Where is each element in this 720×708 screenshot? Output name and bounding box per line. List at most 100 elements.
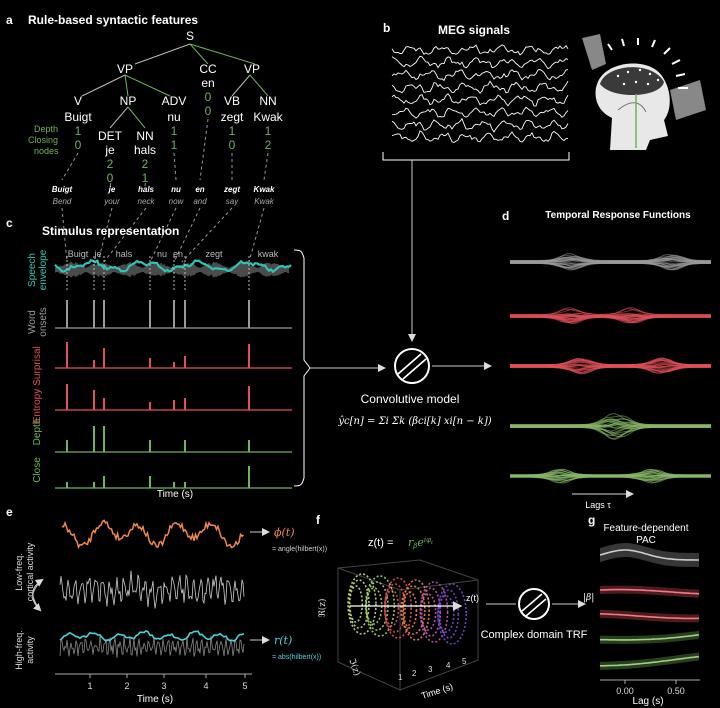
stimulus-word-label: zegt bbox=[205, 249, 223, 259]
leaf-link bbox=[109, 179, 113, 187]
pac-line bbox=[600, 634, 700, 641]
r-formula: = abs(hilbert(x)) bbox=[272, 654, 321, 661]
e-tick-label: 2 bbox=[124, 681, 129, 691]
g-tick-label: 0.00 bbox=[616, 686, 634, 696]
gloss-english: say bbox=[226, 197, 239, 206]
pac-line bbox=[599, 613, 700, 620]
meg-trace bbox=[391, 69, 569, 82]
word-glosses: Buigt Bend je your hals neck nu now en and zegt say… bbox=[52, 185, 275, 206]
stimulus-bracket bbox=[293, 249, 311, 487]
gloss-english: now bbox=[169, 197, 185, 206]
leaf-depth-value: 1 bbox=[75, 124, 82, 138]
spiral-ring bbox=[438, 589, 460, 639]
gloss-dutch: Buigt bbox=[52, 185, 73, 194]
spiral-ring bbox=[437, 595, 455, 633]
syntax-tree bbox=[81, 43, 269, 129]
gloss-link bbox=[181, 207, 233, 263]
tree-adv-word: nu bbox=[167, 110, 180, 124]
spiral-ring bbox=[419, 581, 449, 643]
high-freq-label-2: activity bbox=[25, 636, 35, 664]
leaf-close-value: 2 bbox=[265, 138, 272, 152]
tree-cc-word: en bbox=[201, 76, 214, 90]
spiral-ring bbox=[348, 579, 370, 629]
spiral-ring bbox=[402, 579, 430, 641]
tree-det-word: je bbox=[104, 143, 115, 157]
panel-g-xticks: 0.00 0.50 bbox=[616, 680, 685, 696]
f-formula-prefix: z(t) = bbox=[368, 537, 393, 549]
meg-scanner-icon bbox=[582, 34, 706, 150]
im-axis-label: ℑ(z) bbox=[346, 657, 363, 678]
panel-c-title: Stimulus representation bbox=[42, 224, 179, 238]
panel-g-title-2: PAC bbox=[636, 535, 656, 546]
trf-trace bbox=[510, 475, 711, 479]
leaf-depth-value: 0 bbox=[205, 90, 212, 104]
row-label-line2: onsets bbox=[38, 307, 49, 336]
meg-trace bbox=[391, 55, 569, 70]
raw-signal-trace bbox=[59, 570, 245, 609]
high-freq-trace bbox=[59, 635, 245, 658]
trf-trace bbox=[510, 308, 711, 316]
gloss-dutch: en bbox=[195, 185, 204, 194]
meg-trace bbox=[391, 93, 569, 107]
spiral-ring bbox=[348, 585, 364, 623]
convolution-label: Convolutive model bbox=[361, 392, 460, 406]
panel-d-letter: d bbox=[502, 209, 509, 223]
pac-line bbox=[599, 549, 699, 561]
panel-d-title: Temporal Response Functions bbox=[545, 210, 691, 221]
panel-g-letter: g bbox=[588, 513, 595, 527]
tree-nn-np-word: hals bbox=[134, 143, 156, 157]
trf-trace bbox=[510, 312, 711, 317]
trf-trace bbox=[510, 316, 711, 324]
leaf-link bbox=[61, 152, 79, 181]
gloss-english: and bbox=[193, 197, 207, 206]
meg-trace bbox=[391, 106, 569, 119]
row-label-line1: Surprisal bbox=[32, 346, 43, 385]
f-formula-body: rβeiφt bbox=[408, 536, 434, 550]
low-freq-trace bbox=[61, 519, 245, 550]
re-axis-label: ℜ(z) bbox=[317, 598, 328, 617]
spiral-ring bbox=[384, 589, 400, 627]
f-tick-label: 1 bbox=[398, 673, 403, 682]
g-tick-label: 0.50 bbox=[667, 686, 685, 696]
pac-curves bbox=[599, 543, 700, 670]
tree-vp-left: VP bbox=[117, 62, 133, 76]
trf-trace bbox=[510, 468, 711, 476]
stimulus-word-label: je bbox=[93, 249, 101, 259]
spiral-ring bbox=[402, 591, 418, 629]
panel-e-letter: e bbox=[6, 505, 13, 519]
panel-a-title: Rule-based syntactic features bbox=[28, 13, 198, 27]
pac-band bbox=[600, 585, 699, 598]
closing-label-1: Closing bbox=[28, 135, 58, 145]
beta-label: |β| bbox=[583, 593, 594, 603]
tree-vb-word: zegt bbox=[221, 110, 244, 124]
meg-trace bbox=[391, 117, 569, 133]
panel-b-title: MEG signals bbox=[438, 23, 510, 37]
leaf-close-value: 0 bbox=[107, 171, 114, 185]
low-freq-label-2: cortical activity bbox=[25, 542, 35, 601]
stimulus-word-labels: Buigt je hals nu en zegt kwak bbox=[68, 249, 279, 259]
complex-trf-symbol bbox=[518, 588, 550, 620]
high-freq-label-1: High-freq. bbox=[14, 630, 24, 670]
closing-label-2: nodes bbox=[34, 146, 59, 156]
row-label-line2: envelope bbox=[38, 249, 49, 290]
leaf-close-value: 0 bbox=[229, 138, 236, 152]
leaf-link bbox=[173, 152, 177, 181]
gloss-dutch: nu bbox=[171, 185, 181, 194]
pac-band bbox=[600, 652, 699, 670]
f-tick-label: 3 bbox=[428, 665, 433, 674]
r-label: r(t) bbox=[274, 634, 292, 647]
depth-label: Depth bbox=[34, 124, 58, 134]
tree-det: DET bbox=[98, 129, 123, 143]
row-label-line1: Word bbox=[27, 310, 38, 334]
panel-g-title-1: Feature-dependent bbox=[603, 523, 688, 534]
tree-v: V bbox=[74, 94, 82, 108]
leaf-link bbox=[199, 118, 209, 181]
tree-labels: S VP CC en VP V Buigt NP ADV nu VB zegt … bbox=[64, 29, 283, 157]
meg-trace bbox=[391, 44, 569, 56]
tree-v-word: Buigt bbox=[64, 110, 92, 124]
trf-trace bbox=[510, 258, 711, 262]
row-label-line1: Entropy bbox=[32, 389, 43, 423]
trf-trace bbox=[510, 468, 711, 476]
